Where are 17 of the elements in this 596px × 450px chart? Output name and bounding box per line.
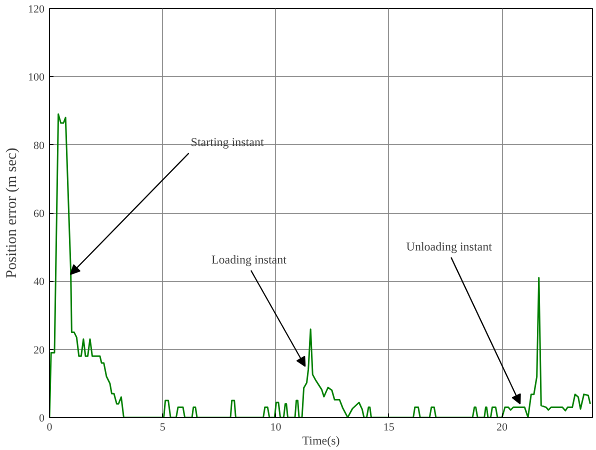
annotation: Unloading instant [406,239,493,254]
x-tick-label: 5 [160,422,166,434]
y-tick-label: 120 [28,4,45,16]
y-tick-label: 100 [28,72,45,84]
y-tick-label: 40 [34,276,45,288]
annotation: Loading instant [211,252,288,266]
x-tick-label: 15 [383,422,395,434]
y-tick-label: 20 [34,344,45,356]
y-tick-label: 60 [34,208,45,220]
annotation: Starting instant [190,135,264,150]
x-tick-label: 10 [270,422,282,434]
y-axis-title: Position error (m sec) [4,148,20,278]
y-tick-label: 80 [34,140,45,152]
x-axis-title: Time(s) [302,434,340,448]
x-tick-label: 0 [46,422,53,434]
y-tick-label: 0 [39,412,45,424]
x-tick-label: 20 [496,422,508,434]
